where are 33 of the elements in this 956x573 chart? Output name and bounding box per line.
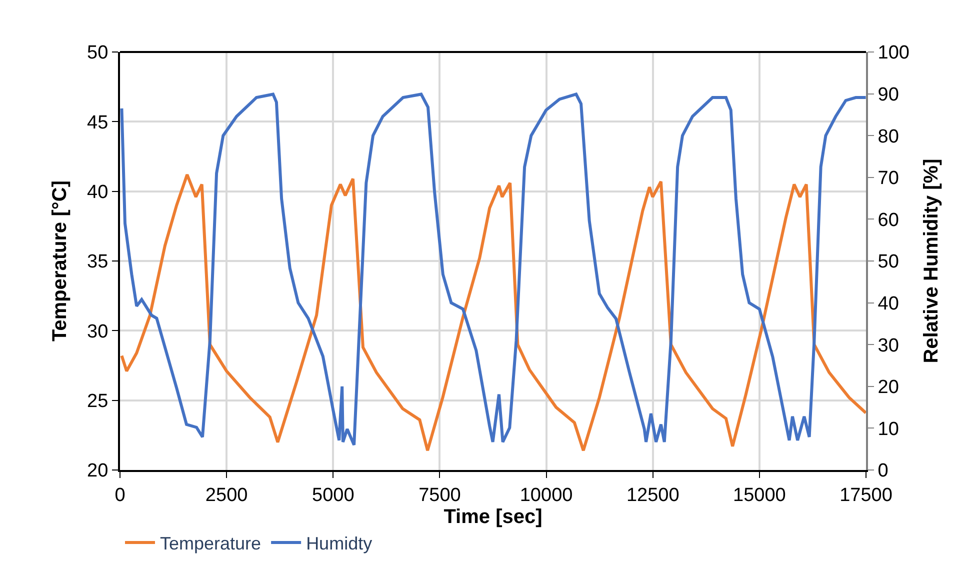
- x-tick-label: 7500: [418, 484, 461, 506]
- x-tick-label: 12500: [626, 484, 680, 506]
- y2-tick-label: 0: [878, 460, 888, 482]
- y-axis-title: Temperature [°C]: [49, 180, 72, 342]
- legend-label: Temperature: [160, 534, 262, 554]
- y2-tick-label: 50: [878, 252, 899, 273]
- y2-tick-label: 10: [878, 418, 899, 440]
- y2-tick-label: 20: [878, 377, 899, 398]
- y-tick-label: 25: [87, 390, 108, 412]
- y-tick-label: 30: [87, 321, 108, 342]
- y2-tick-label: 70: [878, 168, 899, 190]
- x-tick-label: 5000: [312, 484, 354, 506]
- x-tick-label: 0: [114, 484, 126, 506]
- x-axis-title: Time [sec]: [444, 506, 542, 528]
- x-tick-label: 15000: [733, 484, 786, 506]
- y-tick-label: 50: [87, 42, 108, 64]
- y2-tick-label: 90: [878, 84, 899, 106]
- y-tick-label: 45: [87, 112, 108, 134]
- y-tick-label: 20: [87, 460, 108, 482]
- x-tick-label: 2500: [205, 484, 248, 506]
- legend-label: Humidty: [306, 534, 372, 554]
- y2-tick-label: 60: [878, 210, 899, 231]
- y2-tick-label: 100: [878, 42, 910, 64]
- x-tick-label: 17500: [840, 484, 892, 506]
- y2-axis-title: Relative Humidity [%]: [920, 158, 943, 364]
- line-series: [120, 173, 866, 452]
- x-tick-label: 10000: [520, 484, 573, 506]
- y2-tick-label: 30: [878, 335, 899, 356]
- y-tick-label: 35: [87, 252, 108, 273]
- y2-tick-label: 40: [878, 293, 899, 314]
- y2-tick-label: 80: [878, 126, 899, 148]
- y-tick-label: 40: [87, 182, 108, 203]
- line-series: [120, 92, 866, 446]
